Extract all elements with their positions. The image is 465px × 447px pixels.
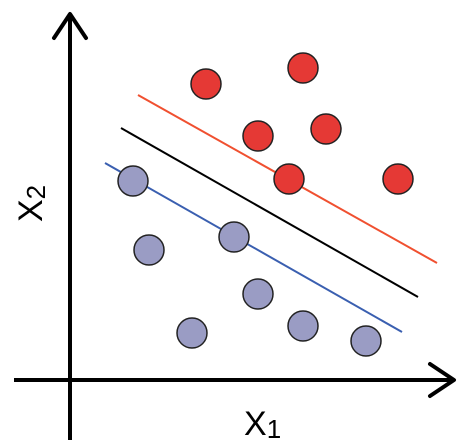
class-b-point (176, 317, 208, 349)
class-a-points (190, 52, 414, 195)
decision-boundary-line (120, 127, 419, 298)
class-a-point (382, 163, 414, 195)
y-axis (52, 12, 88, 440)
x-axis-label: X1 (244, 405, 281, 444)
lower-margin-line (104, 162, 403, 333)
class-b-point (242, 278, 274, 310)
class-a-point (287, 52, 319, 84)
y-axis-arrowhead (52, 12, 88, 40)
class-b-point (133, 234, 165, 266)
class-b-point (218, 221, 250, 253)
class-a-point (273, 163, 305, 195)
class-b-point (287, 310, 319, 342)
x-axis-label-subscript: 1 (267, 414, 281, 444)
x-axis (14, 362, 456, 398)
class-b-points (117, 165, 382, 357)
x-axis-arrowhead (428, 362, 456, 398)
y-axis-label-main: X (12, 199, 50, 222)
y-axis-label-subscript: 2 (21, 185, 51, 199)
class-a-point (190, 68, 222, 100)
class-b-point (117, 165, 149, 197)
y-axis-label: X2 (12, 185, 51, 222)
class-a-point (242, 120, 274, 152)
class-b-point (350, 325, 382, 357)
x-axis-label-main: X (244, 405, 267, 443)
class-a-point (310, 113, 342, 145)
